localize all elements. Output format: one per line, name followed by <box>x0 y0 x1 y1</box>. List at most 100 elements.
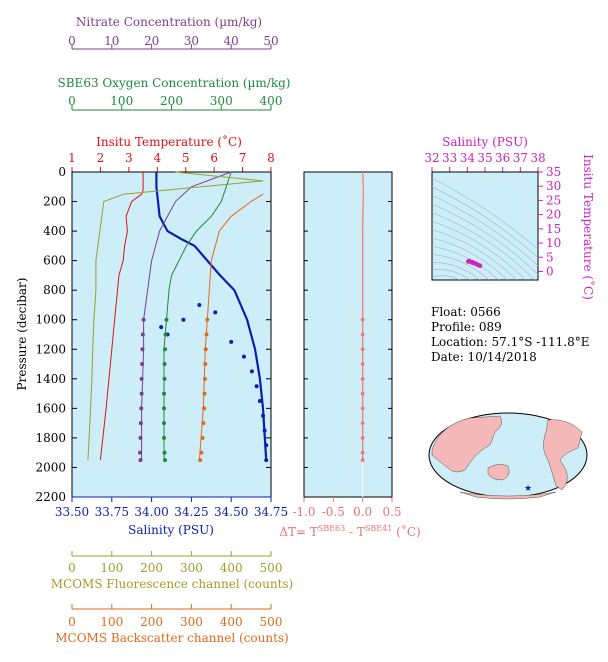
delta-t-tick-label: -0.5 <box>322 505 345 519</box>
temperature-tick-label: 7 <box>239 151 247 165</box>
ts-y-tick-label: 5 <box>546 250 554 264</box>
backscatter-profile-line <box>198 193 264 461</box>
ts-density-contours <box>422 177 538 300</box>
nitrate-tick-label: 10 <box>104 34 119 48</box>
salinity-tick-label: 33.50 <box>55 505 89 519</box>
pressure-tick-label: 1800 <box>35 431 66 445</box>
ts-salinity-axis-title: Salinity (PSU) <box>442 135 528 149</box>
pressure-tick-label: 1000 <box>35 313 66 327</box>
delta-t-plot-area <box>303 171 393 498</box>
ts-density-contour <box>432 229 517 280</box>
ts-x-tick-label: 35 <box>477 151 492 165</box>
continent-americas <box>543 419 583 491</box>
oxygen-marker <box>164 317 169 322</box>
oxygen-tick-label: 300 <box>210 94 233 108</box>
backscatter-tick-label: 300 <box>180 615 203 629</box>
nitrate-marker <box>138 435 143 440</box>
oxygen-marker <box>162 362 167 367</box>
backscatter-tick-label: 500 <box>260 615 283 629</box>
ts-density-contour <box>432 177 538 250</box>
oxygen-marker <box>162 450 167 455</box>
fluorescence-tick-label: 100 <box>100 561 123 575</box>
fluorescence-tick-label: 500 <box>260 561 283 575</box>
ts-y-tick-label: 30 <box>546 179 561 193</box>
oxygen-axis-title: SBE63 Oxygen Concentration (µm/kg) <box>58 76 291 90</box>
oxygen-tick-label: 200 <box>160 94 183 108</box>
backscatter-marker <box>199 450 204 455</box>
salinity-marker <box>264 443 269 448</box>
oxygen-marker <box>162 406 167 411</box>
temperature-profile-line <box>99 172 144 461</box>
nitrate-marker <box>138 421 143 426</box>
salinity-axis-title: Salinity (PSU) <box>128 523 214 537</box>
backscatter-tick-label: 200 <box>140 615 163 629</box>
fluorescence-tick-label: 200 <box>140 561 163 575</box>
nitrate-marker <box>138 458 143 463</box>
nitrate-axis-title: Nitrate Concentration (µm/kg) <box>76 15 262 29</box>
backscatter-marker <box>204 332 209 337</box>
location-label: Location: 57.1°S -111.8°E <box>431 335 589 349</box>
nitrate-tick-label: 0 <box>68 34 76 48</box>
delta-t-marker <box>360 347 365 352</box>
delta-t-marker <box>360 391 365 396</box>
backscatter-marker <box>205 317 210 322</box>
fluorescence-tick-label: 300 <box>180 561 203 575</box>
backscatter-marker <box>203 347 208 352</box>
backscatter-marker <box>198 458 203 463</box>
ts-x-tick-label: 37 <box>513 151 528 165</box>
oxygen-profile-line <box>163 171 232 461</box>
temperature-tick-label: 1 <box>68 151 76 165</box>
temperature-axis: 1 2 3 4 5 6 7 8 <box>68 151 275 173</box>
delta-t-marker <box>360 362 365 366</box>
backscatter-marker <box>202 391 207 396</box>
delta-t-line <box>362 171 364 461</box>
oxygen-marker <box>162 435 167 440</box>
continent-australia <box>487 464 510 481</box>
ts-x-tick-label: 33 <box>442 151 457 165</box>
ts-y-tick-label: 35 <box>546 165 561 179</box>
temperature-tick-label: 2 <box>97 151 105 165</box>
continent-asia-europe <box>431 415 502 473</box>
ts-density-contour <box>422 281 472 300</box>
fluorescence-axis-title: MCOMS Fluorescence channel (counts) <box>51 577 294 591</box>
ts-points-group <box>466 258 483 268</box>
nitrate-marker <box>139 406 144 411</box>
backscatter-axis: 0 100 200 300 400 500 <box>68 604 282 629</box>
profile-series-group <box>87 171 269 463</box>
ts-y-tick-label: 0 <box>546 264 554 278</box>
delta-t-marker <box>360 458 365 462</box>
salinity-marker <box>159 325 164 330</box>
temperature-axis-title: Insitu Temperature (˚C) <box>96 134 242 149</box>
ts-y-tick-label: 10 <box>546 236 561 250</box>
salinity-marker <box>181 317 186 322</box>
nitrate-tick-label: 50 <box>263 34 278 48</box>
backscatter-marker <box>203 362 208 367</box>
fluorescence-tick-label: 400 <box>220 561 243 575</box>
ts-point <box>473 261 479 266</box>
nitrate-marker <box>141 317 146 322</box>
nitrate-tick-label: 30 <box>184 34 199 48</box>
salinity-marker <box>197 302 202 307</box>
salinity-marker <box>262 428 267 433</box>
oxygen-marker <box>163 458 168 463</box>
nitrate-tick-label: 20 <box>144 34 159 48</box>
ts-density-contour <box>432 275 460 280</box>
float-location-star-icon: ★ <box>524 484 532 494</box>
ts-density-contour <box>432 237 508 280</box>
ts-x-tick-label: 34 <box>460 151 476 165</box>
ts-temperature-axis-title: Insitu Temperature (˚C) <box>581 154 596 300</box>
ts-salinity-axis: 32 33 34 35 36 37 38 <box>424 151 546 173</box>
continent-antarctica <box>459 491 557 500</box>
salinity-axis: 33.50 33.75 34.00 34.25 34.50 34.75 <box>55 496 288 519</box>
backscatter-axis-title: MCOMS Backscatter channel (counts) <box>55 631 288 645</box>
backscatter-marker <box>200 435 205 440</box>
delta-t-marker <box>360 406 365 411</box>
delta-t-tick-label: 0.5 <box>382 505 401 519</box>
temperature-tick-label: 6 <box>210 151 218 165</box>
salinity-marker <box>264 458 269 463</box>
oxygen-tick-label: 100 <box>110 94 133 108</box>
profile-plot-area <box>71 171 272 498</box>
pressure-tick-label: 400 <box>43 224 66 238</box>
